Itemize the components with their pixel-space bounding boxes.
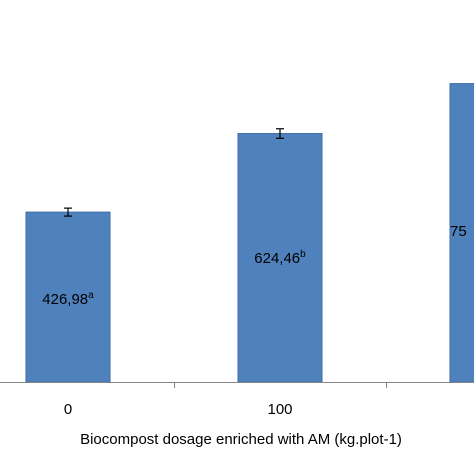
bars-group: [25, 83, 474, 383]
x-tick-label-100: 100: [267, 401, 292, 418]
data-label-200: 75: [450, 223, 467, 240]
bar-labels-group: 426,98a 624,46b 75: [42, 223, 466, 308]
data-label-100: 624,46b: [254, 249, 306, 267]
bar-100: [237, 133, 323, 383]
error-bars-group: [64, 128, 284, 217]
data-label-0: 426,98a: [42, 290, 94, 308]
x-tick-label-0: 0: [64, 401, 72, 418]
bar-0: [25, 211, 111, 383]
x-tick-labels-group: 0 100: [64, 401, 293, 418]
x-ticks-group: [174, 382, 387, 388]
x-axis-title: Biocompost dosage enriched with AM (kg.p…: [80, 431, 402, 448]
bar-200: [449, 83, 474, 383]
